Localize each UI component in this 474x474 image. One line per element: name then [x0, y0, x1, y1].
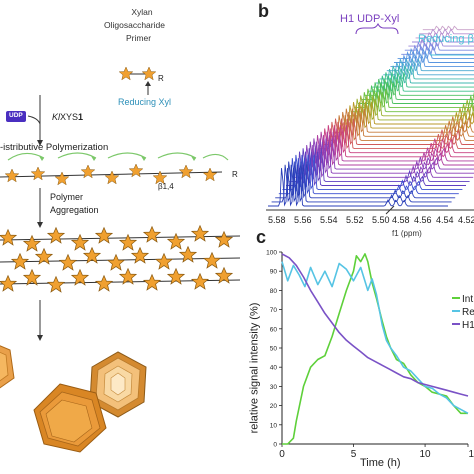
- y-tick-label: 90: [270, 269, 278, 276]
- nmr-tick: 4.52: [458, 215, 474, 225]
- nmr-trace: [325, 115, 474, 141]
- nmr-trace: [275, 161, 456, 199]
- y-tick-label: 80: [270, 288, 278, 295]
- y-axis-title: relative signal intensity (%): [248, 302, 261, 434]
- crystal-center: [89, 351, 147, 418]
- nmr-tick: 5.56: [294, 215, 312, 225]
- nmr-trace: [322, 118, 474, 146]
- nmr-trace: [350, 92, 474, 113]
- nmr-trace: [365, 78, 474, 96]
- nmr-trace: [314, 125, 474, 154]
- nmr-trace: [311, 128, 474, 158]
- reducing-xyl-label: Reducing Xyl: [118, 97, 172, 107]
- nmr-axis-break: [385, 205, 395, 215]
- polymerization-step-label: -istributive Polymerization: [0, 142, 109, 153]
- primer-title-line-3: Primer: [126, 33, 152, 43]
- nmr-trace: [340, 102, 474, 125]
- nmr-trace: [289, 148, 470, 182]
- reducing-beta-label: Reducing β: [418, 33, 474, 45]
- nmr-trace: [394, 50, 474, 63]
- y-tick-label: 70: [270, 307, 278, 314]
- nmr-trace: [286, 151, 466, 187]
- nmr-trace: [358, 85, 474, 104]
- y-tick-label: 20: [270, 403, 278, 410]
- y-tick-label: 50: [270, 346, 278, 353]
- enzyme-label: KlXYS1: [52, 113, 83, 122]
- nmr-tick: 4.58: [392, 215, 410, 225]
- enzyme-main: XYS: [60, 112, 79, 122]
- nmr-trace: [318, 121, 474, 150]
- panel-b-letter: b: [258, 1, 269, 21]
- aggregation-line-2: Aggregation: [50, 205, 99, 215]
- nmr-tick: 4.54: [436, 215, 454, 225]
- nmr-trace: [386, 59, 474, 72]
- nmr-tick: 5.52: [346, 215, 364, 225]
- nmr-trace: [401, 44, 474, 55]
- y-tick-label: 100: [266, 250, 277, 257]
- primer-r-label: R: [158, 74, 164, 83]
- nmr-trace: [329, 111, 474, 137]
- panel-c-letter: c: [256, 227, 267, 247]
- legend-label: H1: [462, 320, 474, 331]
- nmr-trace: [379, 65, 474, 80]
- x-tick-label: 0: [279, 449, 285, 460]
- primer-title-line-1: Xylan: [131, 7, 153, 17]
- nmr-trace: [347, 95, 474, 117]
- nmr-trace: [300, 138, 474, 170]
- x-tick-label: 10: [420, 449, 432, 460]
- nmr-tick: 5.54: [320, 215, 338, 225]
- nmr-trace: [372, 72, 474, 88]
- legend-label: Re: [462, 307, 474, 318]
- enzyme-suffix: 1: [78, 112, 84, 122]
- nmr-trace: [343, 98, 474, 121]
- chain-r-label: R: [232, 170, 238, 179]
- x-tick-label: 5: [351, 449, 357, 460]
- nmr-trace: [336, 105, 474, 129]
- nmr-trace: [368, 75, 474, 92]
- nmr-trace: [354, 88, 474, 109]
- nmr-tick: 5.50: [372, 215, 390, 225]
- y-tick-label: 60: [270, 326, 278, 333]
- primer-title-line-2: Oligosaccharide: [104, 20, 165, 30]
- y-tick-label: 30: [270, 384, 278, 391]
- series-line-re: [281, 261, 469, 415]
- nmr-trace: [376, 68, 474, 84]
- aggregation-line-1: Polymer: [50, 192, 84, 202]
- x-axis-title: Time (h): [360, 457, 401, 469]
- crystal-bottom: [33, 383, 107, 453]
- nmr-trace: [332, 108, 474, 133]
- x-tick-label: 1: [468, 449, 474, 460]
- nmr-axis-label: f1 (ppm): [392, 229, 422, 238]
- nmr-trace: [278, 158, 459, 195]
- legend-label: Int: [462, 294, 473, 305]
- h1-udp-xyl-label: H1 UDP-Xyl: [340, 13, 400, 25]
- series-line-h1: [281, 253, 469, 397]
- enzyme-prefix: Kl: [52, 112, 61, 122]
- nmr-trace: [293, 144, 474, 178]
- y-tick-label: 0: [273, 442, 277, 449]
- nmr-trace: [307, 131, 474, 162]
- series-line-int: [282, 253, 468, 445]
- nmr-tick: 5.58: [268, 215, 286, 225]
- nmr-trace: [422, 25, 474, 31]
- nmr-trace: [390, 54, 474, 68]
- y-tick-label: 40: [270, 365, 278, 372]
- nmr-trace: [304, 135, 474, 166]
- nmr-tick: 4.56: [414, 215, 432, 225]
- nmr-trace: [268, 168, 448, 207]
- nmr-trace: [296, 141, 474, 174]
- nmr-trace: [282, 154, 463, 191]
- y-tick-label: 10: [270, 422, 278, 429]
- linkage-label: β1,4: [158, 182, 174, 191]
- nmr-trace: [271, 164, 452, 203]
- udp-badge: UDP: [6, 111, 26, 122]
- crystal-left: [0, 345, 15, 389]
- nmr-trace: [383, 62, 474, 76]
- udp-bracket: [355, 22, 399, 35]
- nmr-trace: [397, 47, 474, 59]
- nmr-trace: [361, 82, 474, 100]
